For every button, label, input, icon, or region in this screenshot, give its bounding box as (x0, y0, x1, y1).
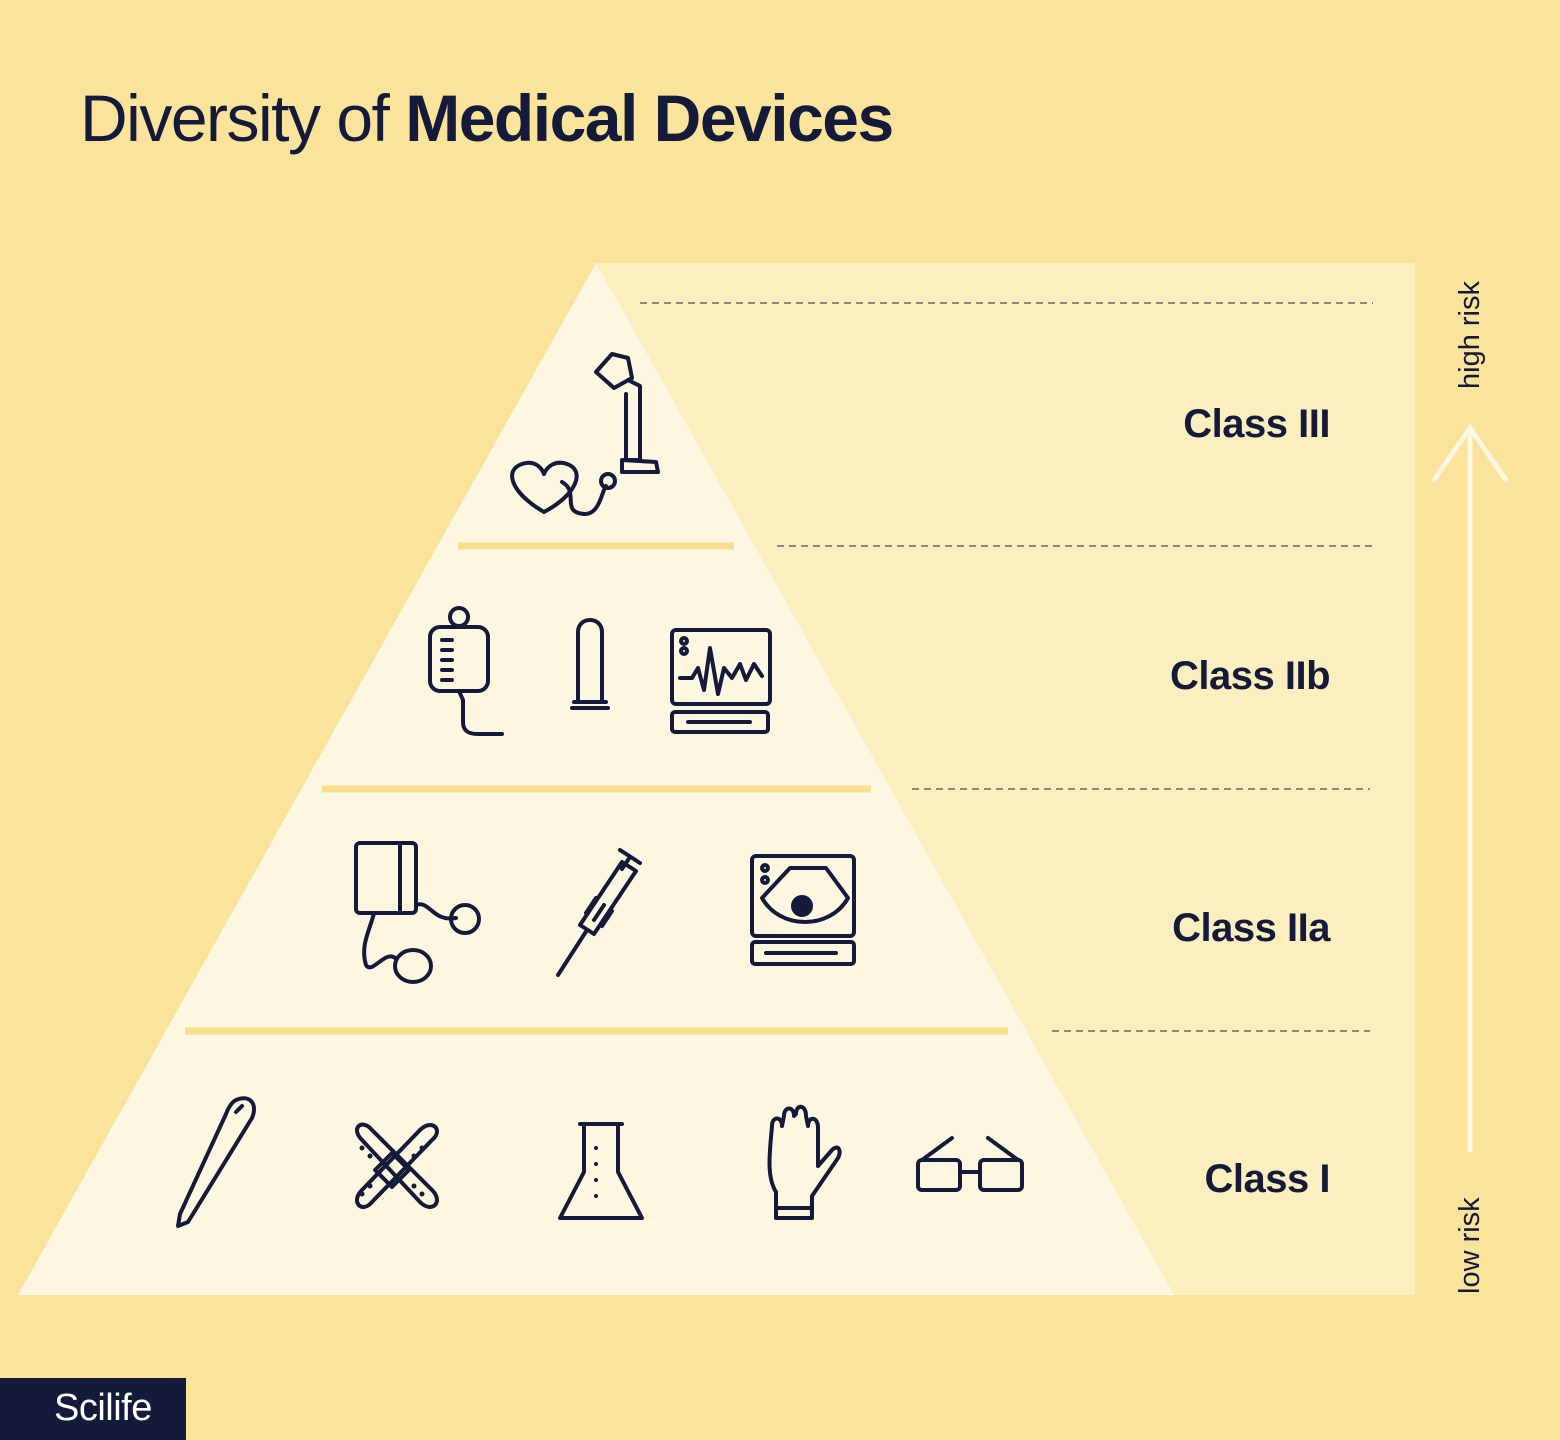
pyramid (18, 263, 1174, 1295)
dashed-guides (640, 302, 1373, 1032)
low-risk-label: low risk (1454, 1197, 1486, 1294)
brand-name: Scilife (54, 1387, 152, 1429)
blood-pressure-monitor-icon (354, 841, 481, 984)
ultrasound-icon (750, 854, 856, 966)
brand-logo: Scilife (0, 1378, 186, 1440)
high-risk-label: high risk (1454, 281, 1486, 389)
class-iia-label: Class IIa (1172, 906, 1330, 950)
page-title: Diversity of Medical Devices (80, 80, 894, 156)
monitor-icon (670, 628, 772, 734)
glove-icon (767, 1104, 842, 1220)
thermometer-icon (176, 1096, 256, 1228)
risk-arrow (1431, 423, 1509, 1153)
bandage-icon (355, 1122, 439, 1209)
syringe-icon (556, 848, 642, 977)
class-i-label: Class I (1204, 1157, 1331, 1201)
tier-dividers (185, 542, 1008, 1035)
class-iii-label: Class III (1183, 402, 1330, 446)
flask-icon (558, 1122, 644, 1220)
class-iib-label: Class IIb (1169, 654, 1331, 698)
title-bold: Medical Devices (405, 81, 894, 155)
title-light: Diversity of (80, 81, 390, 155)
artificial-heart-icon (510, 460, 617, 516)
condom-icon (570, 618, 610, 710)
iv-bag-icon (428, 606, 504, 736)
glasses-icon (916, 1136, 1024, 1192)
lung-ventilator-icon (594, 352, 660, 474)
